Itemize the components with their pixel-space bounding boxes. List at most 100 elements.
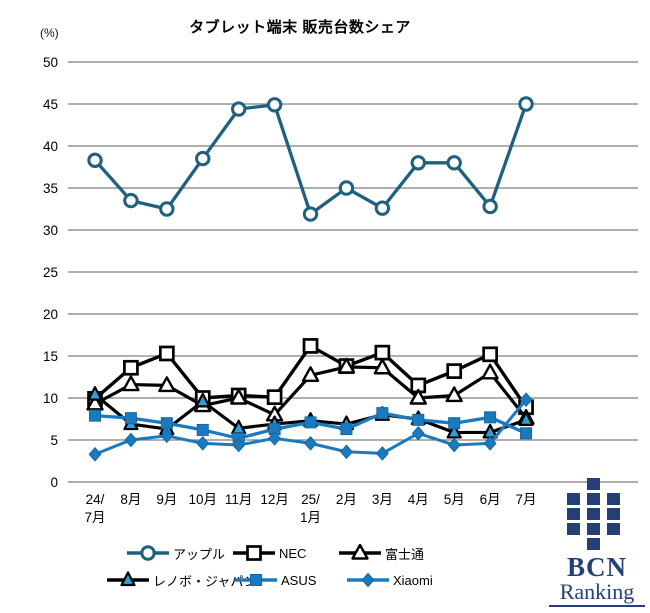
bcn-logo-square [607,508,620,520]
data-point-asus-12 [520,427,533,440]
bcn-logo-square [607,523,620,535]
data-point-nec-11 [482,346,498,363]
data-point-xiaomi-11 [483,436,497,451]
y-tick-label-15: 15 [43,349,58,364]
bcn-logo-square [607,493,620,505]
x-tick-label-0: 24/ [86,492,105,507]
y-tick-label-20: 20 [43,307,58,322]
y-tick-label-5: 5 [50,433,58,448]
data-point-xiaomi-0 [88,447,102,462]
data-point-nec-8 [374,344,391,361]
data-point-asus-7 [340,423,353,436]
data-point-xiaomi-10 [447,437,461,453]
bcn-logo-square [587,478,600,490]
data-point-nec-10 [446,363,463,379]
series-line-apple [93,102,528,216]
x-tick-label-4: 11月 [225,492,253,507]
data-point-fujitsu-7 [337,357,356,374]
series-asus [89,407,533,445]
y-tick-label-35: 35 [43,181,58,196]
data-point-xiaomi-9 [411,426,425,441]
data-point-apple-8 [374,200,391,216]
y-tick-label-25: 25 [43,265,58,280]
bcn-ranking-logo: BCN Ranking [546,478,648,607]
y-axis-unit-label: (%) [40,26,59,40]
data-point-asus-8 [376,407,389,420]
data-point-apple-6 [302,206,319,222]
data-point-nec-6 [302,338,319,354]
y-tick-label-40: 40 [43,139,58,154]
data-point-lenovo-japan-10 [446,423,462,439]
data-point-fujitsu-1 [122,375,140,392]
data-point-apple-1 [123,192,139,209]
data-point-xiaomi-3 [196,436,210,451]
bcn-logo-ranking-text: Ranking [559,579,635,604]
y-tick-label-45: 45 [43,97,58,112]
series-apple [87,96,534,222]
data-point-asus-10 [448,417,461,430]
data-point-xiaomi-1 [124,432,138,448]
x-tick-label-5: 12月 [260,492,289,507]
bcn-logo-underline [549,605,645,607]
data-point-asus-0 [89,409,101,422]
data-point-fujitsu-11 [481,363,499,380]
data-point-asus-3 [196,423,209,436]
x-tick-label-6: 25/ [301,492,320,507]
data-point-apple-11 [482,198,498,215]
bcn-logo-square [567,493,580,505]
data-point-fujitsu-6 [301,366,320,383]
x-tick-label-0: 7月 [84,510,105,525]
data-point-xiaomi-7 [340,444,353,459]
data-point-fujitsu-8 [373,358,392,375]
series-lenovo-japan [87,386,534,439]
data-point-fujitsu-10 [445,386,463,403]
data-point-nec-5 [266,389,283,406]
bcn-logo-square [567,508,580,520]
data-point-lenovo-japan-0 [87,386,103,401]
data-point-apple-0 [87,152,103,168]
x-tick-label-10: 5月 [444,492,465,507]
bcn-logo-square [587,508,600,520]
series-xiaomi [88,392,533,462]
data-point-apple-4 [230,101,247,117]
bcn-logo-square [567,523,580,535]
x-tick-label-6: 1月 [300,510,321,525]
data-point-xiaomi-4 [232,437,245,453]
chart-title: タブレット端末 販売台数シェア [189,19,411,36]
data-point-fujitsu-0 [86,394,104,411]
y-tick-label-30: 30 [43,223,58,238]
bcn-logo-square [587,493,600,505]
x-tick-label-11: 6月 [480,492,501,507]
x-tick-label-1: 8月 [120,492,141,507]
data-point-xiaomi-6 [304,436,317,451]
data-point-apple-5 [266,97,283,113]
y-tick-label-50: 50 [43,55,58,70]
data-point-apple-3 [195,150,211,167]
data-point-asus-9 [412,413,425,426]
data-point-asus-11 [484,411,497,424]
x-tick-label-2: 9月 [156,492,177,507]
data-point-lenovo-japan-3 [195,392,211,408]
bcn-logo-text: BCN [566,552,627,582]
data-point-asus-2 [160,417,173,430]
x-tick-label-12: 7月 [516,492,537,507]
data-point-apple-9 [410,155,426,171]
x-tick-label-9: 4月 [408,492,429,507]
x-tick-label-7: 2月 [336,492,357,507]
data-point-apple-10 [446,155,462,171]
bcn-logo-mark-icon [567,478,627,550]
data-point-fujitsu-9 [409,388,427,405]
x-tick-label-8: 3月 [372,492,393,507]
data-point-xiaomi-5 [268,431,281,446]
data-point-nec-1 [123,359,139,376]
data-point-fujitsu-2 [158,376,176,393]
data-point-asus-1 [124,412,137,425]
data-point-apple-12 [518,96,534,112]
y-tick-label-10: 10 [43,391,58,406]
data-point-apple-7 [338,180,355,196]
data-point-xiaomi-2 [160,428,174,443]
y-tick-label-0: 0 [50,475,58,490]
data-point-fujitsu-4 [229,388,248,405]
